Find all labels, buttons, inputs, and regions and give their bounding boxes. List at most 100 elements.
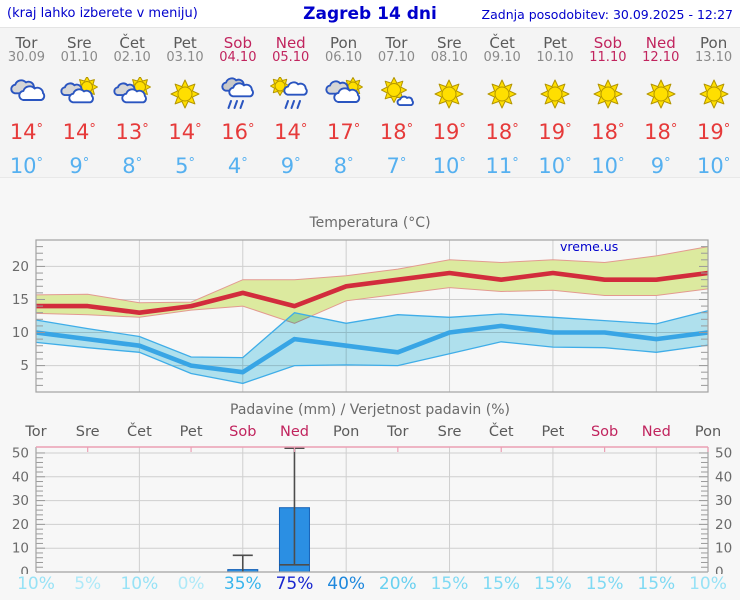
clouds-sun-icon: [325, 77, 363, 103]
sunny-icon: [593, 79, 623, 109]
precip-probability: 5%: [74, 574, 102, 594]
low-temp: 9°: [650, 154, 671, 178]
precip-probability: 10%: [17, 574, 55, 594]
sun-cloud-icon: [113, 77, 152, 104]
day-name: Pet: [543, 34, 567, 52]
high-temp: 16°: [221, 120, 255, 144]
day-date: 12.10: [642, 50, 680, 65]
precip-probability-row: 10% 5% 10% 0% 35% 75% 40% 20% 15% 15% 15% 15% 15% 10%: [0, 574, 740, 596]
day-column-04.10: Sob 04.10 16° 4°: [211, 35, 264, 178]
precip-day-label: Tor: [25, 424, 47, 440]
sunny-icon: [434, 79, 464, 109]
day-date: 06.10: [324, 50, 363, 65]
day-name: Pon: [329, 34, 358, 52]
sunny-icon: [540, 79, 570, 109]
precip-probability: 35%: [223, 574, 262, 594]
day-name: Sre: [437, 34, 462, 52]
day-column-10.10: Pet 10.10 19° 10°: [529, 34, 582, 178]
high-temp: 18°: [379, 120, 414, 144]
svg-text:20: 20: [715, 517, 732, 533]
precip-probability: 0%: [177, 574, 205, 594]
sun-small-cloud-icon: [381, 77, 415, 107]
low-temp: 10°: [9, 154, 44, 178]
day-date: 07.10: [377, 50, 416, 65]
precip-day-label: Ned: [641, 424, 671, 440]
day-date: 10.10: [536, 50, 574, 65]
day-date: 05.10: [272, 50, 310, 65]
precip-day-label: Sob: [229, 424, 257, 440]
precip-probability: 15%: [585, 574, 624, 594]
day-name: Čet: [489, 34, 515, 52]
high-temp: 14°: [9, 120, 44, 144]
page-header: (kraj lahko izberete v meniju) Zagreb 14…: [0, 0, 740, 28]
low-temp: 11°: [485, 154, 519, 178]
temperature-chart-title: Temperatura (°C): [309, 215, 431, 231]
day-name: Pon: [700, 34, 728, 52]
day-column-08.10: Sre 08.10 19° 10°: [423, 34, 476, 178]
sunny-icon: [170, 79, 200, 109]
low-temp: 10°: [696, 154, 731, 178]
rain-icon: [221, 77, 254, 109]
day-column-30.09: Tor 30.09 14° 10°: [0, 34, 53, 178]
precip-probability: 10%: [120, 574, 159, 594]
low-temp: 10°: [591, 154, 625, 178]
precip-day-label: Sre: [437, 424, 462, 440]
precip-chart-title: Padavine (mm) / Verjetnost padavin (%): [230, 402, 510, 418]
precip-day-label: Pet: [541, 424, 565, 440]
svg-text:30: 30: [715, 493, 732, 509]
low-temp: 10°: [432, 154, 466, 178]
svg-text:30: 30: [12, 493, 29, 509]
sunny-icon: [487, 79, 517, 109]
temperature-chart: 5 10 15 20 vreme.us: [12, 239, 709, 393]
precip-day-label: Čet: [488, 424, 514, 440]
svg-text:40: 40: [715, 469, 732, 485]
precip-day-label: Sob: [590, 424, 619, 440]
day-name: Tor: [385, 34, 408, 52]
high-temp: 19°: [696, 120, 731, 144]
day-column-02.10: Čet 02.10 13° 8°: [106, 35, 159, 178]
day-column-12.10: Ned 12.10 18° 9°: [634, 35, 687, 178]
day-name: Sob: [593, 34, 622, 52]
svg-text:5: 5: [20, 358, 29, 374]
day-name: Tor: [15, 34, 38, 52]
sun-cloud-icon: [60, 77, 99, 104]
precip-probability: 15%: [533, 574, 572, 594]
high-temp: 14°: [62, 120, 96, 144]
day-date: 13.10: [694, 50, 733, 65]
day-column-05.10: Ned 05.10 14° 9°: [264, 35, 317, 178]
day-column-13.10: Pon 13.10 19° 10°: [687, 34, 740, 178]
precip-day-label: Pon: [333, 424, 360, 440]
sunny-icon: [699, 79, 729, 109]
precip-day-label-row: Tor Sre Čet Pet Sob Ned Pon Tor Sre Čet Pet Sob Ned P…: [0, 424, 740, 444]
svg-text:10: 10: [12, 325, 29, 341]
vreme-us-watermark[interactable]: vreme.us: [560, 239, 618, 254]
location-menu-hint: (kraj lahko izberete v meniju): [7, 6, 198, 21]
precip-probability: 15%: [482, 574, 521, 594]
precip-probability: 15%: [430, 574, 469, 594]
precip-day-label: Pon: [694, 424, 722, 440]
day-column-11.10: Sob 11.10 18° 10°: [581, 34, 634, 178]
day-date: 01.10: [60, 50, 98, 65]
precip-day-label: Čet: [127, 424, 152, 440]
day-date: 11.10: [589, 50, 627, 65]
low-temp: 9°: [69, 154, 90, 178]
precip-day-label: Ned: [280, 424, 309, 440]
low-temp: 9°: [280, 154, 301, 178]
day-date: 02.10: [113, 50, 151, 65]
precip-probability: 15%: [637, 574, 676, 594]
day-name: Pet: [173, 34, 197, 52]
svg-text:10: 10: [12, 541, 29, 557]
day-column-03.10: Pet 03.10 14° 5°: [159, 34, 212, 178]
precip-probability: 75%: [275, 574, 314, 594]
svg-text:50: 50: [12, 445, 29, 461]
day-column-09.10: Čet 09.10 18° 11°: [476, 34, 529, 178]
svg-text:20: 20: [12, 259, 29, 275]
sunny-icon: [646, 79, 676, 109]
day-column-06.10: Pon 06.10 17° 8°: [317, 34, 370, 178]
day-date: 04.10: [219, 50, 257, 65]
precip-probability: 20%: [378, 574, 417, 594]
high-temp: 13°: [115, 120, 149, 144]
high-temp: 14°: [274, 120, 308, 144]
low-temp: 4°: [227, 154, 248, 178]
high-temp-line: [36, 270, 709, 315]
